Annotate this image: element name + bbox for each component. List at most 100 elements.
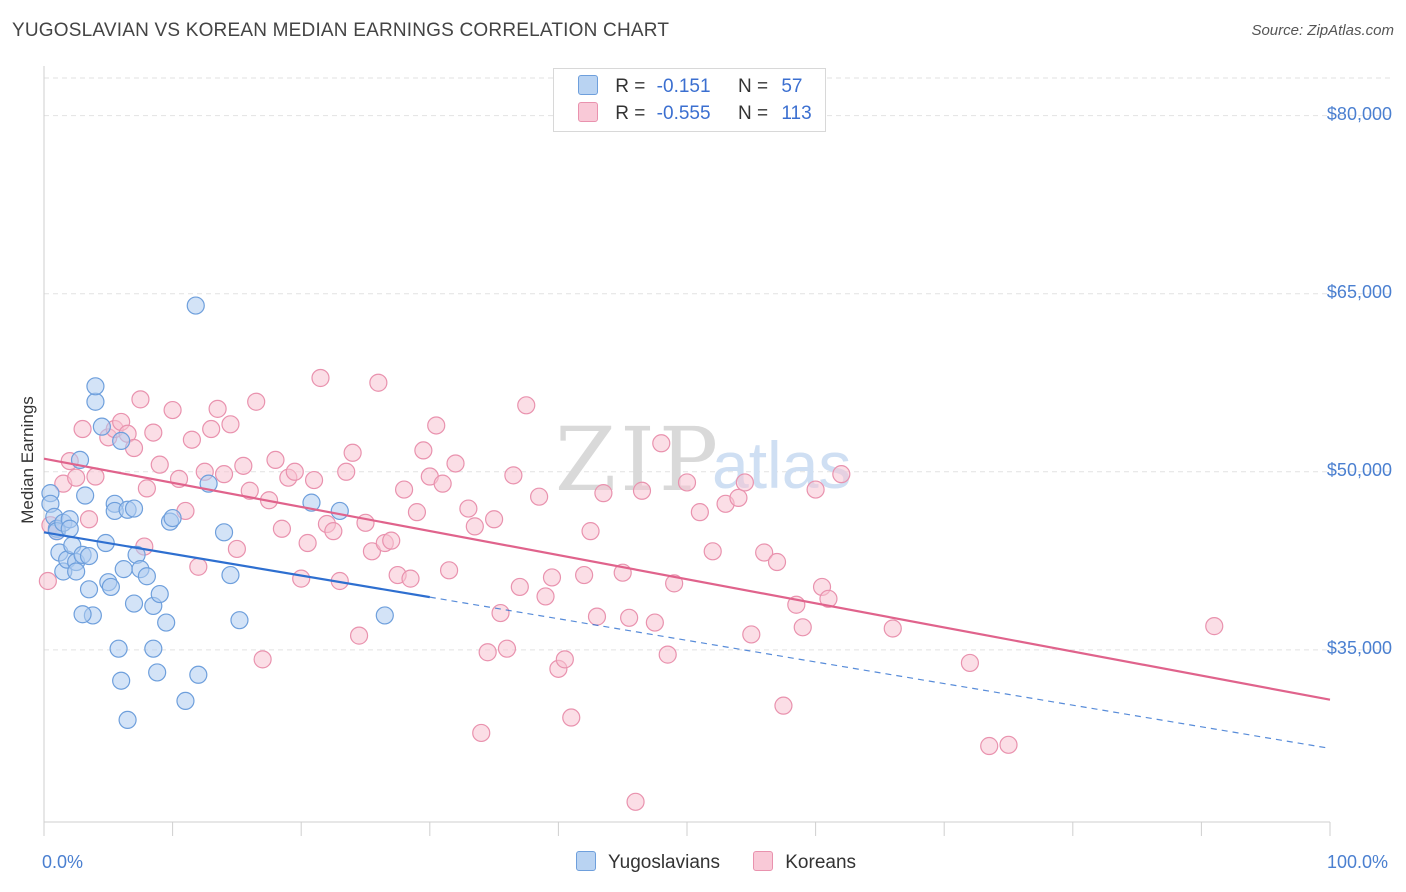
- korean-point: [774, 696, 793, 715]
- korean-point: [137, 479, 156, 498]
- yugoslavian-trend-solid: [43, 531, 430, 599]
- r-label: R =: [615, 76, 646, 97]
- korean-point: [555, 650, 574, 669]
- korean-point: [227, 539, 246, 559]
- stats-legend: R = -0.151 N = 57 R = -0.555 N = 113: [553, 68, 826, 132]
- blue-swatch-icon: [578, 74, 598, 95]
- yugoslavian-point: [150, 584, 169, 604]
- korean-point: [832, 465, 851, 484]
- r-label: R =: [615, 103, 646, 124]
- korean-point: [530, 487, 549, 506]
- korean-point: [542, 568, 562, 587]
- korean-point: [703, 542, 722, 561]
- korean-point: [362, 542, 382, 561]
- korean-point: [298, 533, 317, 553]
- korean-point: [446, 454, 465, 473]
- korean-point: [575, 565, 594, 585]
- korean-point: [337, 462, 356, 481]
- korean-point: [677, 473, 697, 492]
- korean-point: [819, 589, 838, 608]
- yugoslavian-point: [73, 605, 92, 624]
- yugoslavian-point: [118, 710, 137, 730]
- korean-point: [465, 517, 484, 536]
- yugoslavian-point: [302, 493, 321, 512]
- yugoslavian-point: [230, 611, 249, 630]
- r-value: -0.555: [656, 103, 711, 124]
- korean-point: [394, 480, 414, 499]
- yugoslavian-point: [157, 613, 176, 632]
- legend-row-yugoslavians: R = -0.151 N = 57: [578, 74, 803, 100]
- yugoslavian-point: [148, 663, 167, 682]
- korean-point: [510, 577, 529, 597]
- yugoslavian-point: [124, 594, 144, 613]
- korean-point: [562, 708, 581, 727]
- korean-point: [433, 474, 452, 493]
- n-value: 57: [781, 76, 803, 97]
- yugoslavian-point: [79, 546, 99, 566]
- korean-point: [285, 462, 304, 481]
- korean-point: [163, 400, 182, 420]
- korean-point: [79, 510, 99, 529]
- korean-point: [883, 619, 902, 638]
- korean-point: [247, 392, 266, 411]
- korean-point: [729, 488, 748, 507]
- korean-point: [343, 443, 362, 462]
- korean-point: [517, 396, 536, 415]
- korean-point: [626, 792, 645, 811]
- korean-point: [478, 643, 497, 662]
- source-label: Source: ZipAtlas.com: [1251, 22, 1394, 39]
- korean-point: [189, 557, 208, 576]
- korean-point: [292, 569, 311, 588]
- korean-point: [632, 481, 652, 500]
- yugoslavian-point: [189, 665, 208, 684]
- legend-label: Koreans: [785, 852, 857, 873]
- yugoslavian-point: [86, 377, 105, 396]
- korean-point: [658, 645, 677, 664]
- yugoslavian-point: [86, 392, 105, 411]
- korean-point: [382, 531, 401, 550]
- yugoslavian-point: [92, 417, 111, 436]
- korean-point: [131, 390, 150, 409]
- korean-point: [208, 399, 227, 418]
- korean-point: [439, 561, 459, 580]
- korean-point: [690, 503, 709, 522]
- korean-point: [806, 480, 825, 499]
- yugoslavian-point: [112, 431, 131, 451]
- yugoslavian-point: [330, 501, 349, 521]
- n-label: N =: [737, 103, 769, 124]
- korean-point: [272, 519, 292, 538]
- n-value: 113: [781, 103, 812, 124]
- korean-point: [182, 430, 201, 449]
- r-value: -0.151: [656, 76, 711, 97]
- yugoslavian-point: [163, 508, 182, 528]
- korean-point: [73, 419, 92, 439]
- korean-point: [472, 723, 491, 743]
- korean-point: [459, 499, 478, 518]
- korean-trend-line: [43, 457, 1331, 701]
- korean-point: [999, 735, 1018, 754]
- korean-point: [594, 484, 613, 503]
- korean-point: [620, 608, 639, 627]
- korean-point: [504, 466, 523, 485]
- korean-point: [536, 587, 555, 606]
- korean-point: [427, 416, 446, 435]
- yugoslavian-point: [67, 562, 86, 581]
- korean-point: [214, 465, 234, 484]
- korean-point: [67, 468, 86, 487]
- korean-point: [144, 423, 163, 442]
- y-tick-label: $80,000: [1326, 103, 1392, 124]
- korean-point: [581, 522, 600, 541]
- series-legend: Yugoslavians Koreans: [576, 850, 884, 874]
- korean-point: [234, 456, 253, 475]
- korean-point: [665, 574, 684, 593]
- yugoslavian-point: [79, 580, 99, 599]
- korean-point: [980, 736, 999, 756]
- korean-point: [491, 603, 510, 623]
- korean-point: [742, 625, 761, 644]
- yugoslavian-points: [41, 296, 394, 730]
- korean-point: [369, 373, 388, 392]
- yugoslavian-point: [214, 523, 234, 542]
- legend-item-koreans: Koreans: [753, 850, 857, 874]
- korean-point: [202, 419, 221, 439]
